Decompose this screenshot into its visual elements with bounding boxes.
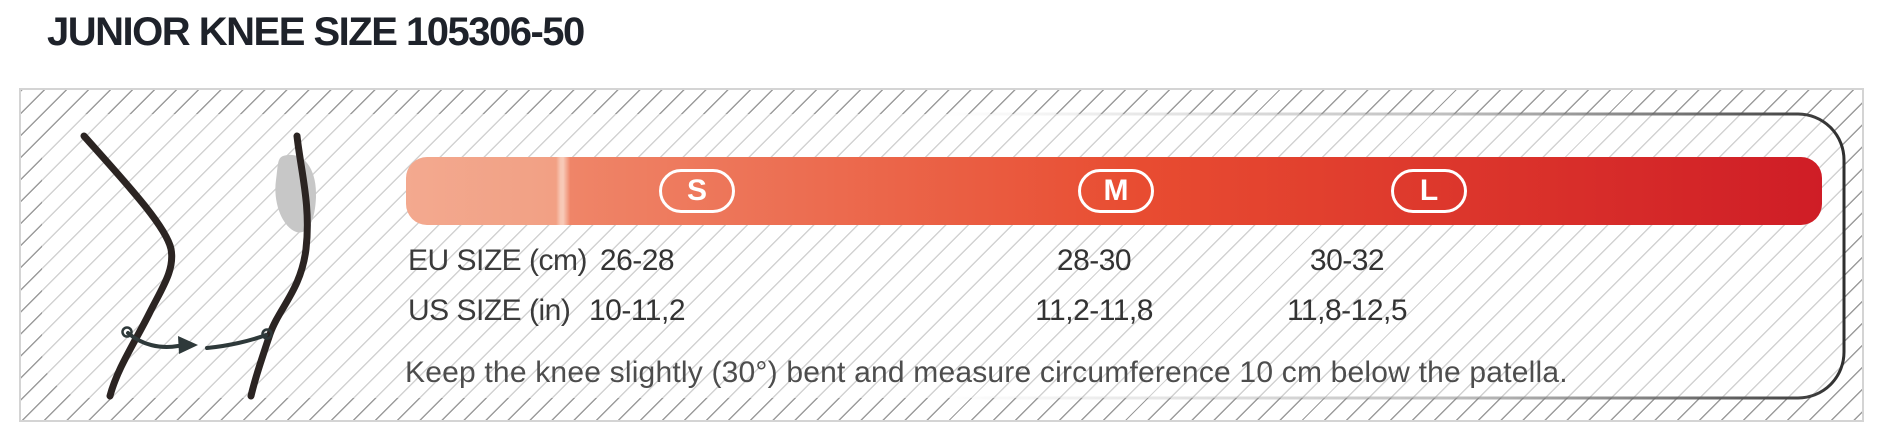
eu-size-value-m: 28-30 <box>1056 244 1132 277</box>
page-title: JUNIOR KNEE SIZE 105306-50 <box>47 10 585 54</box>
size-pill-m-label: M <box>1103 174 1129 207</box>
size-pill-m: M <box>1078 169 1154 213</box>
us-size-value-s: 10-11,2 <box>588 294 686 327</box>
us-size-value-l: 11,8-12,5 <box>1286 294 1408 327</box>
size-pill-l-label: L <box>1419 174 1439 207</box>
row-label-us-size: US SIZE (in) <box>408 294 571 327</box>
size-gradient-bar <box>406 157 1822 225</box>
us-size-value-m: 11,2-11,8 <box>1035 294 1153 327</box>
measuring-instruction-note: Keep the knee slightly (30°) bent and me… <box>405 356 1568 389</box>
size-pill-s-label: S <box>686 174 707 207</box>
row-label-eu-size: EU SIZE (cm) <box>408 244 588 277</box>
eu-size-value-s: 26-28 <box>599 244 675 277</box>
eu-size-value-l: 30-32 <box>1309 244 1385 277</box>
size-pill-s: S <box>659 169 735 213</box>
size-pill-l: L <box>1391 169 1467 213</box>
